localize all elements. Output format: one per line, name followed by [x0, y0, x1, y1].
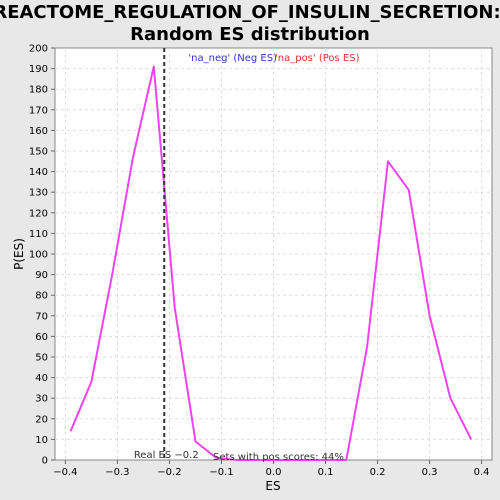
x-tick-label: −0.3: [105, 467, 129, 478]
y-tick-label: 100: [29, 250, 48, 261]
pos-scores-annotation: Sets with pos scores: 44%: [213, 452, 344, 463]
y-tick-label: 40: [35, 373, 48, 384]
y-tick-label: 90: [35, 270, 48, 281]
y-tick-label: 180: [29, 85, 48, 96]
y-tick-label: 130: [29, 188, 48, 199]
y-axis-label: P(ES): [12, 238, 26, 270]
y-tick-label: 160: [29, 126, 48, 137]
x-tick-label: −0.2: [157, 467, 181, 478]
real-es-layer: Real ES −0.2: [134, 48, 199, 461]
x-tick-label: −0.1: [209, 467, 233, 478]
y-tick-label: 110: [29, 229, 48, 240]
y-tick-label: 120: [29, 208, 48, 219]
legend-pos-label: 'na_pos' (Pos ES): [275, 53, 360, 64]
chart-subtitle: Random ES distribution: [130, 24, 370, 45]
real-es-label: Real ES −0.2: [134, 450, 199, 461]
y-tick-label: 50: [35, 353, 48, 364]
gridlines: [55, 48, 492, 460]
x-tick-label: 0.0: [266, 467, 282, 478]
y-tick-label: 170: [29, 105, 48, 116]
x-tick-label: 0.4: [474, 467, 490, 478]
x-axis-ticks: −0.4 −0.3 −0.2 −0.1 0.0 0.1 0.2 0.3 0.4: [53, 460, 490, 478]
y-axis-ticks: 0 10 20 30 40 50 60 70 80 90 100 110 120 130 140 150 160…: [29, 44, 55, 467]
y-tick-label: 70: [35, 311, 48, 322]
legend-neg-label: 'na_neg' (Neg ES): [188, 53, 277, 64]
y-tick-label: 10: [35, 435, 48, 446]
y-tick-label: 190: [29, 64, 48, 75]
es-distribution-line: [69, 65, 473, 461]
y-tick-label: 20: [35, 414, 48, 425]
y-tick-label: 30: [35, 394, 48, 405]
x-tick-label: 0.2: [370, 467, 386, 478]
chart-title: REACTOME_REGULATION_OF_INSULIN_SECRETION…: [0, 2, 500, 23]
series-layer: [69, 65, 473, 461]
x-tick-label: −0.4: [53, 467, 77, 478]
x-axis-label: ES: [265, 479, 280, 493]
y-tick-label: 140: [29, 167, 48, 178]
x-tick-label: 0.1: [318, 467, 334, 478]
y-tick-label: 0: [42, 456, 48, 467]
y-tick-label: 60: [35, 332, 48, 343]
y-tick-label: 200: [29, 44, 48, 55]
x-tick-label: 0.3: [422, 467, 438, 478]
y-tick-label: 150: [29, 147, 48, 158]
y-tick-label: 80: [35, 291, 48, 302]
